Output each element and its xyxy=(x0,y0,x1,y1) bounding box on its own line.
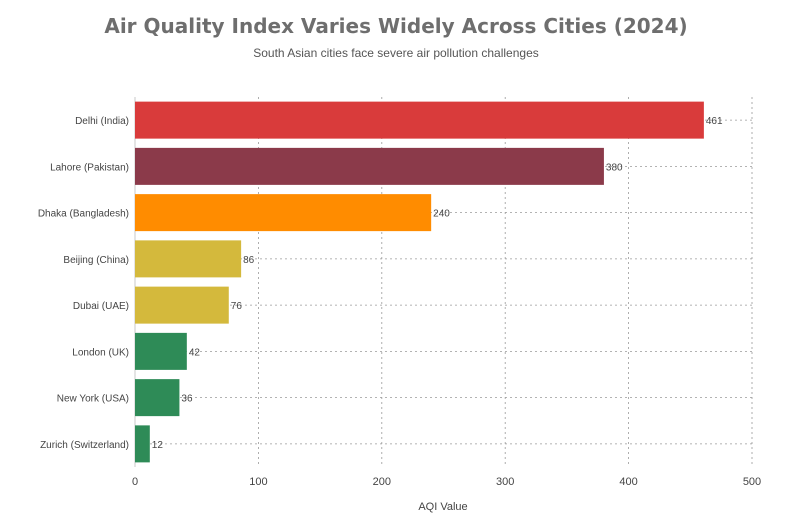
value-label: 86 xyxy=(243,255,255,266)
x-tick-label: 400 xyxy=(619,476,637,488)
x-tick-label: 500 xyxy=(743,476,761,488)
value-label: 461 xyxy=(706,116,723,127)
x-tick-label: 200 xyxy=(373,476,391,488)
value-label: 76 xyxy=(231,301,243,312)
value-label: 12 xyxy=(152,440,164,451)
chart-title: Air Quality Index Varies Widely Across C… xyxy=(104,14,688,38)
bar[interactable] xyxy=(135,147,604,185)
bars xyxy=(135,101,704,463)
category-label: New York (USA) xyxy=(57,394,129,405)
bar[interactable] xyxy=(135,194,432,232)
category-label: Lahore (Pakistan) xyxy=(50,162,129,173)
bar[interactable] xyxy=(135,101,704,139)
bar[interactable] xyxy=(135,286,229,324)
bar[interactable] xyxy=(135,240,242,278)
bar[interactable] xyxy=(135,332,187,370)
bar[interactable] xyxy=(135,425,150,463)
labels: 0 100 200 300 400 500 Delhi (India) 461 Lahore (… xyxy=(38,116,761,488)
x-tick-label: 100 xyxy=(249,476,267,488)
value-label: 42 xyxy=(189,347,201,358)
category-label: Zurich (Switzerland) xyxy=(40,440,129,451)
chart-subtitle: South Asian cities face severe air pollu… xyxy=(253,46,539,60)
x-tick-label: 0 xyxy=(132,476,138,488)
category-label: Dhaka (Bangladesh) xyxy=(38,209,129,220)
value-label: 380 xyxy=(606,162,623,173)
category-label: Delhi (India) xyxy=(75,116,129,127)
bar[interactable] xyxy=(135,379,180,417)
category-label: Beijing (China) xyxy=(63,255,129,266)
x-tick-label: 300 xyxy=(496,476,514,488)
category-label: Dubai (UAE) xyxy=(73,301,129,312)
category-label: London (UK) xyxy=(72,347,129,358)
value-label: 36 xyxy=(181,394,193,405)
value-label: 240 xyxy=(433,209,450,220)
x-axis-title: AQI Value xyxy=(418,501,467,513)
